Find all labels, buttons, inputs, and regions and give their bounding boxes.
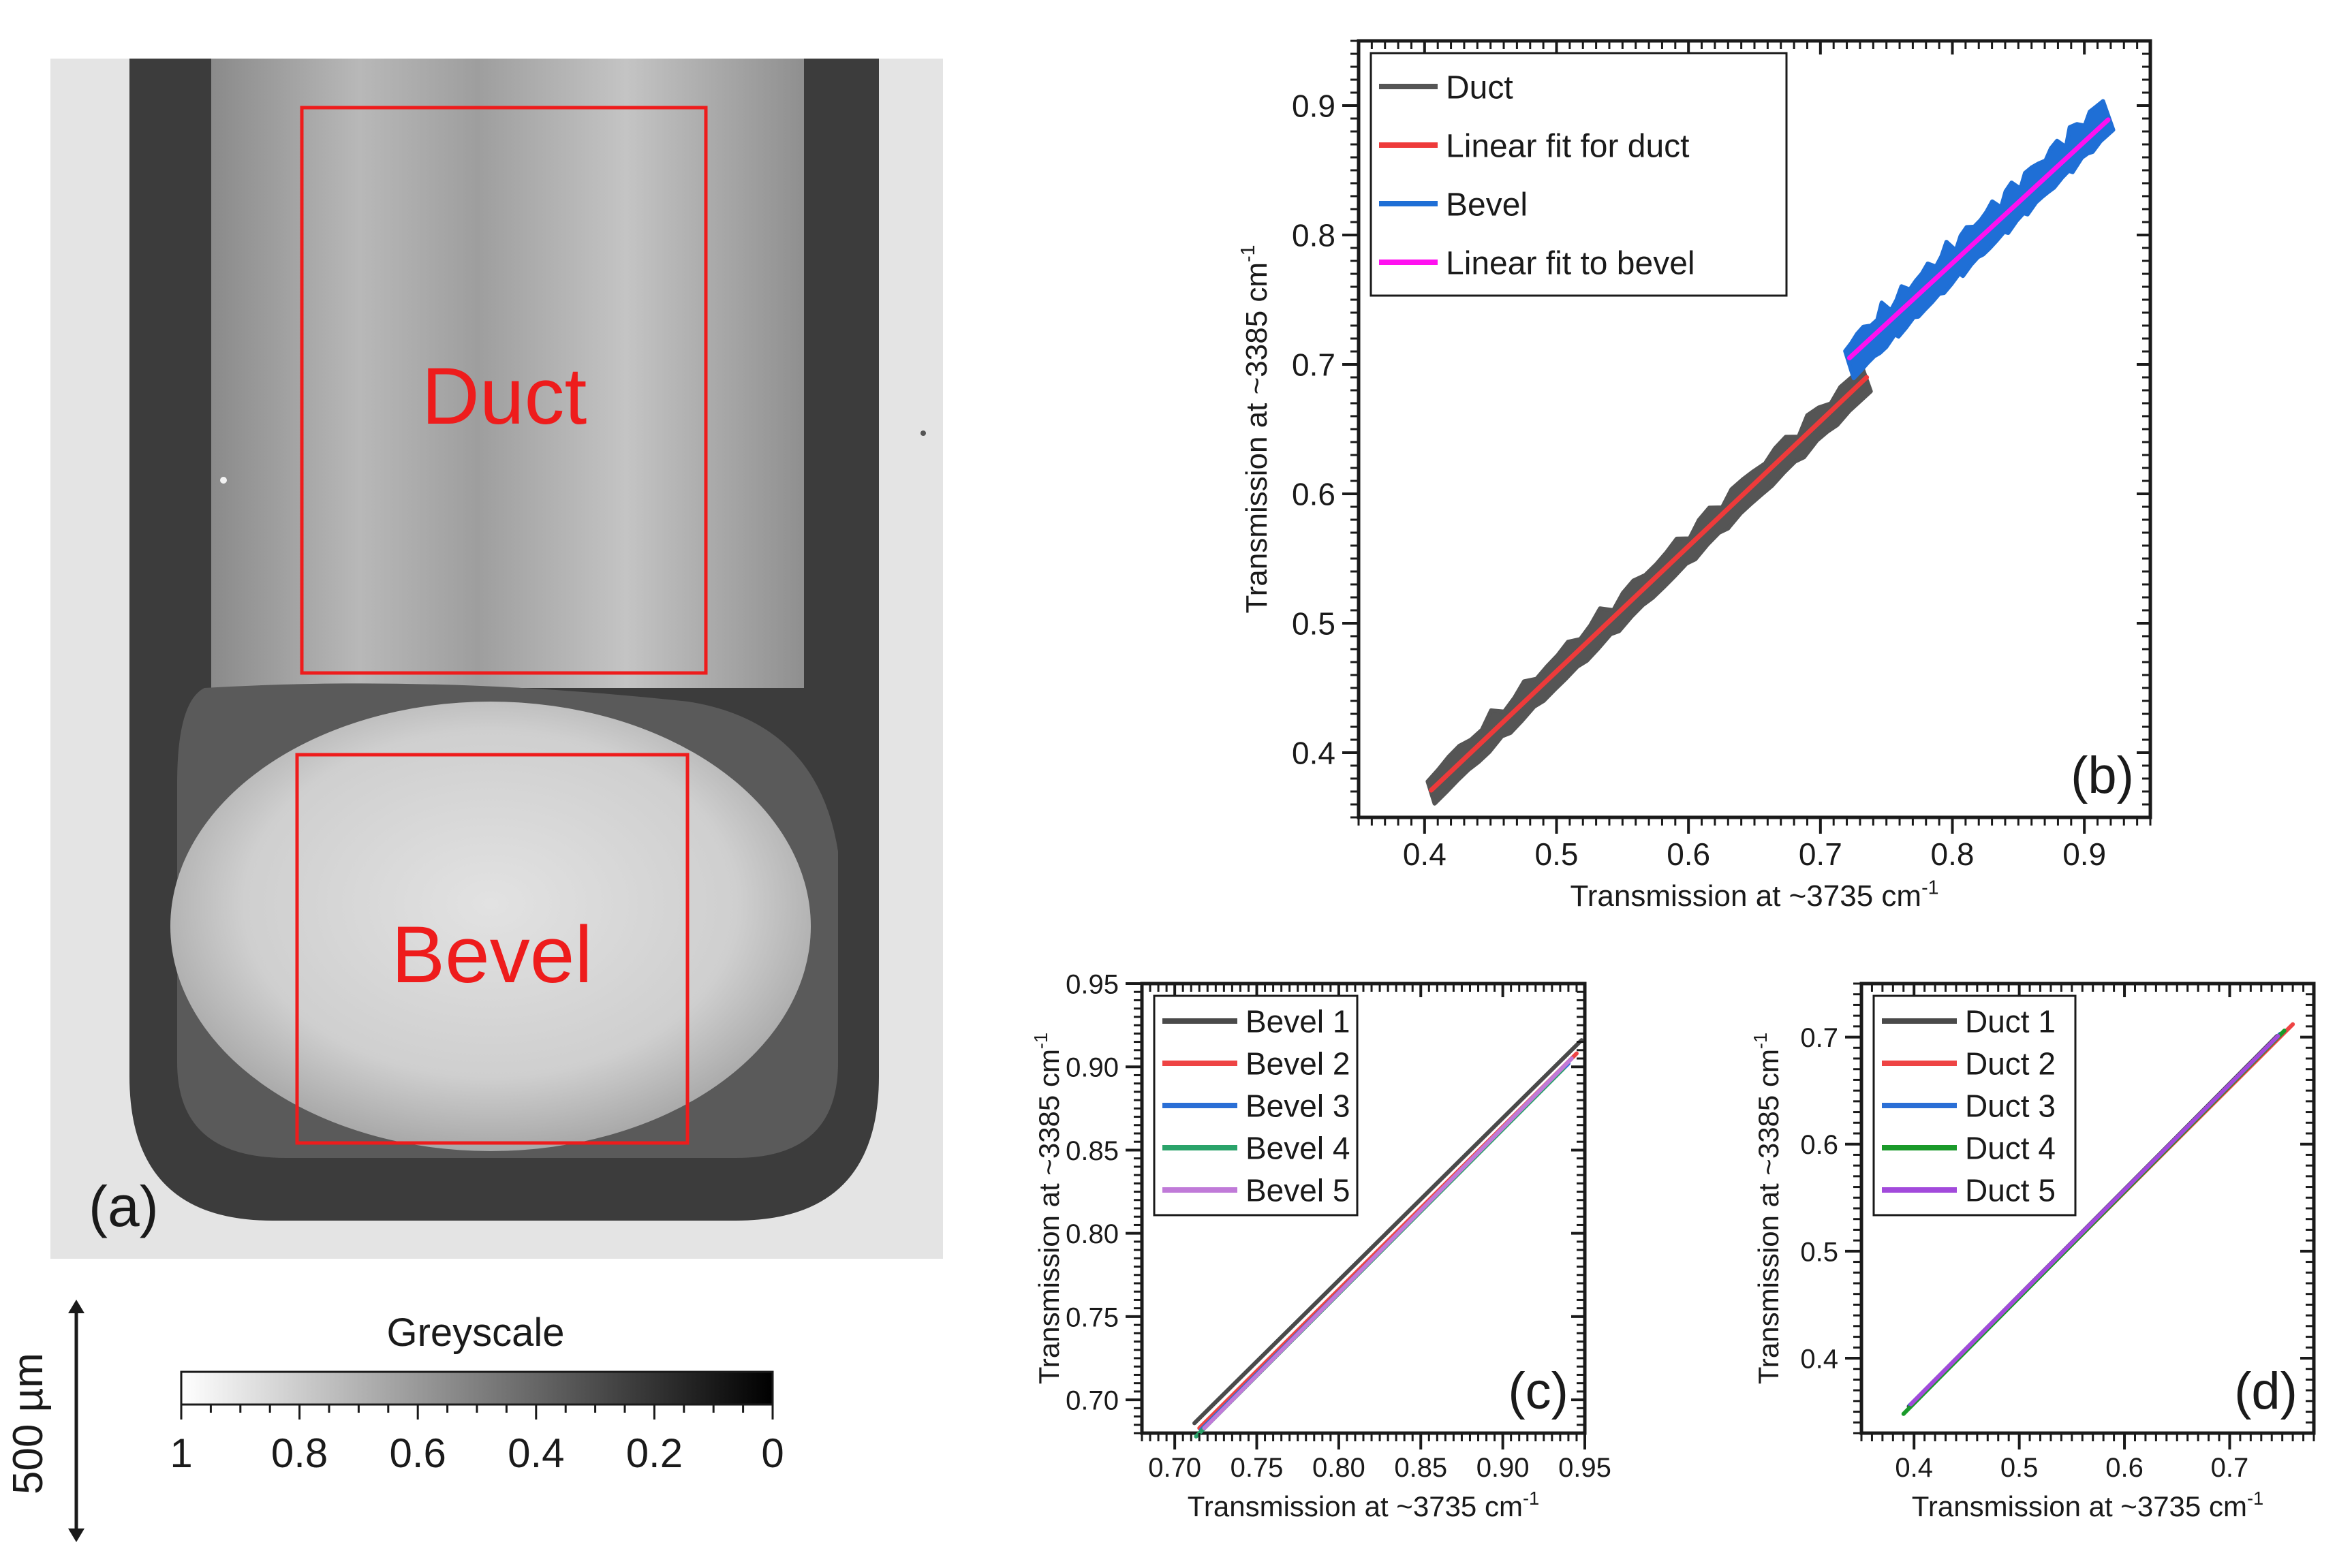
y-tick-label: 0.90 [1066,1053,1119,1083]
legend-entry: Duct 1 [1965,1004,2056,1039]
duct-region-label: Duct [422,351,587,441]
legend-entry: Bevel 2 [1245,1046,1350,1082]
x-tick-label: 0.4 [1403,836,1446,872]
y-tick-label: 0.4 [1800,1344,1838,1374]
y-tick-label: 0.80 [1066,1219,1119,1249]
panel-label: (b) [2071,747,2134,804]
y-axis-unit-superscript: -1 [1030,1033,1051,1049]
legend-entry: Linear fit for duct [1446,128,1690,164]
x-tick-label: 0.5 [1535,836,1579,872]
x-tick-label: 0.7 [1799,836,1842,872]
panel-label: (d) [2234,1362,2297,1420]
chart-panel-d: 0.4 0.5 0.6 0.7 0.4 0.5 0.6 0.7 Transmission at … [1750,982,2316,1522]
legend-entry: Duct 5 [1965,1173,2056,1208]
duct-region-box [300,106,708,675]
y-tick-label: 0.75 [1066,1302,1119,1332]
x-tick-label: 0.6 [2105,1453,2144,1483]
legend-entry: Duct 3 [1965,1088,2056,1124]
legend-entry: Duct 2 [1965,1046,2056,1082]
colorbar-tick-label: 0.4 [508,1430,564,1476]
colorbar-title: Greyscale [386,1311,564,1355]
dust-speck [920,430,926,436]
x-tick-label: 0.5 [2000,1453,2039,1483]
legend-entry: Bevel [1446,187,1528,223]
y-axis-label: Transmission at ~3385 cm-1 [1237,245,1273,613]
x-axis-label: Transmission at ~3735 cm-1 [1912,1488,2263,1522]
bevel-region-box [295,753,690,1145]
legend-entry: Bevel 4 [1245,1131,1350,1166]
bevel-lumen [170,702,811,1151]
bevel-region-label: Bevel [391,910,592,1000]
chart-panel-b: 0.4 0.5 0.6 0.7 0.8 0.9 0.4 0.5 0.6 0.7 0.8 0.9 Tran… [1237,39,2152,913]
x-tick-label: 0.9 [2062,836,2106,872]
y-tick-label: 0.6 [1292,477,1335,512]
scale-bar: 500 µm [5,1300,84,1542]
x-axis-unit-superscript: -1 [2247,1488,2263,1509]
legend-entry: Duct 4 [1965,1131,2056,1166]
series-line-linear-fit-to-bevel [1846,117,2111,360]
y-tick-label: 0.7 [1800,1023,1838,1053]
y-tick-label: 0.70 [1066,1386,1119,1416]
x-tick-label: 0.90 [1476,1453,1530,1483]
panel-label: (c) [1508,1362,1568,1420]
x-tick-label: 0.4 [1895,1453,1933,1483]
series-line-linear-fit-for-duct [1429,375,1870,793]
x-axis-unit-superscript: -1 [1921,877,1938,898]
legend-entry: Bevel 1 [1245,1004,1350,1039]
colorbar-tick-label: 0 [761,1430,784,1476]
x-axis-unit-superscript: -1 [1523,1488,1539,1509]
x-tick-label: 0.6 [1667,836,1710,872]
legend-box [1370,52,1788,297]
colorbar-tick-label: 0.6 [389,1430,446,1476]
series-line-duct-5 [1908,1034,2280,1407]
x-tick-label: 0.85 [1394,1453,1447,1483]
dust-speck [220,477,227,484]
x-axis-label: Transmission at ~3735 cm-1 [1188,1488,1539,1522]
colorbar-tick-label: 1 [170,1430,192,1476]
scale-bar-label: 500 µm [5,1353,52,1494]
colorbar-ticks: 1 0.8 0.6 0.4 0.2 0 [170,1405,784,1476]
x-tick-label: 0.7 [2211,1453,2249,1483]
x-tick-label: 0.70 [1148,1453,1201,1483]
y-tick-label: 0.5 [1292,606,1335,642]
y-tick-label: 0.4 [1292,736,1335,771]
legend-entry: Duct [1446,69,1513,106]
colorbar-tick-label: 0.2 [626,1430,683,1476]
panel-a: Duct Bevel (a) 500 µm Greyscale 1 0.8 0.6 0… [5,59,943,1542]
y-tick-label: 0.85 [1066,1136,1119,1166]
chart-panel-c: 0.70 0.75 0.80 0.85 0.90 0.95 0.70 0.75 0.80 0.85… [1030,969,1611,1522]
x-tick-label: 0.75 [1231,1453,1284,1483]
y-axis-unit-superscript: -1 [1750,1033,1771,1049]
y-tick-label: 0.95 [1066,969,1119,999]
y-tick-label: 0.5 [1800,1237,1838,1267]
colorbar-gradient [180,1370,774,1406]
y-tick-label: 0.6 [1800,1130,1838,1160]
x-tick-label: 0.8 [1931,836,1975,872]
x-axis-label: Transmission at ~3735 cm-1 [1570,877,1938,913]
y-axis-label: Transmission at ~3385 cm-1 [1030,1033,1065,1384]
x-tick-label: 0.80 [1312,1453,1365,1483]
panel-a-label: (a) [89,1174,159,1238]
capillary-inner [211,59,804,688]
y-tick-label: 0.8 [1292,218,1335,253]
series-line-bevel-5 [1202,1056,1574,1430]
legend-entry: Linear fit to bevel [1446,245,1695,281]
y-tick-label: 0.7 [1292,347,1335,383]
x-tick-label: 0.95 [1558,1453,1611,1483]
greyscale-colorbar: Greyscale 1 0.8 0.6 0.4 0.2 0 [170,1311,784,1476]
y-tick-label: 0.9 [1292,89,1335,124]
legend-entry: Bevel 5 [1245,1173,1350,1208]
y-axis-unit-superscript: -1 [1237,245,1259,262]
series-line-bevel-1 [1192,1038,1584,1426]
y-axis-label: Transmission at ~3385 cm-1 [1750,1033,1784,1384]
colorbar-tick-label: 0.8 [271,1430,328,1476]
legend-entry: Bevel 3 [1245,1088,1350,1124]
